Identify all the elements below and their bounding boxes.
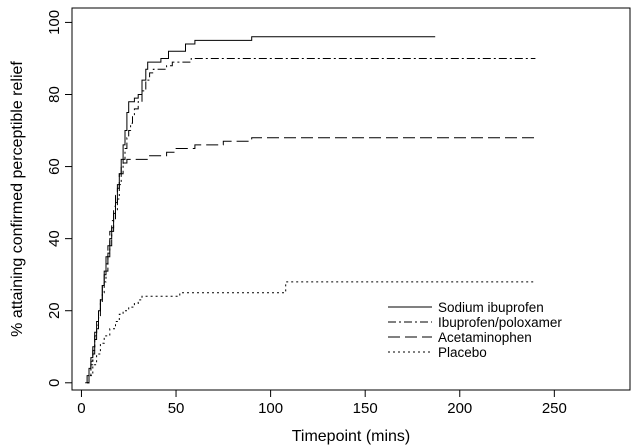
series-layer <box>85 36 536 384</box>
plot-frame <box>71 7 631 391</box>
y-tick-label: 60 <box>46 158 63 175</box>
series-line-3 <box>87 137 536 384</box>
legend: Sodium ibuprofenIbuprofen/poloxamerAceta… <box>388 300 562 360</box>
x-axis: 0 50 100 150 200 250 <box>77 390 567 417</box>
y-tick-label: 100 <box>46 10 63 35</box>
x-axis-label: Timepoint (mins) <box>292 428 411 445</box>
x-tick-label: 200 <box>447 400 472 417</box>
legend-label: Acetaminophen <box>438 330 532 345</box>
x-tick-label: 100 <box>258 400 283 417</box>
legend-label: Placebo <box>438 345 487 360</box>
x-tick-label: 150 <box>353 400 378 417</box>
y-tick-label: 20 <box>46 302 63 319</box>
y-axis: 0 20 40 60 80 100 <box>46 10 72 387</box>
y-tick-label: 80 <box>46 86 63 103</box>
y-tick-label: 40 <box>46 230 63 247</box>
series-line-1 <box>85 36 436 384</box>
series-line-2 <box>87 58 536 384</box>
y-tick-label: 0 <box>46 379 63 387</box>
x-tick-label: 250 <box>542 400 567 417</box>
y-axis-label: % attaining confirmed perceptible relief <box>9 61 26 337</box>
legend-label: Ibuprofen/poloxamer <box>438 315 562 330</box>
x-tick-label: 0 <box>77 400 85 417</box>
legend-label: Sodium ibuprofen <box>438 300 544 315</box>
x-tick-label: 50 <box>168 400 185 417</box>
